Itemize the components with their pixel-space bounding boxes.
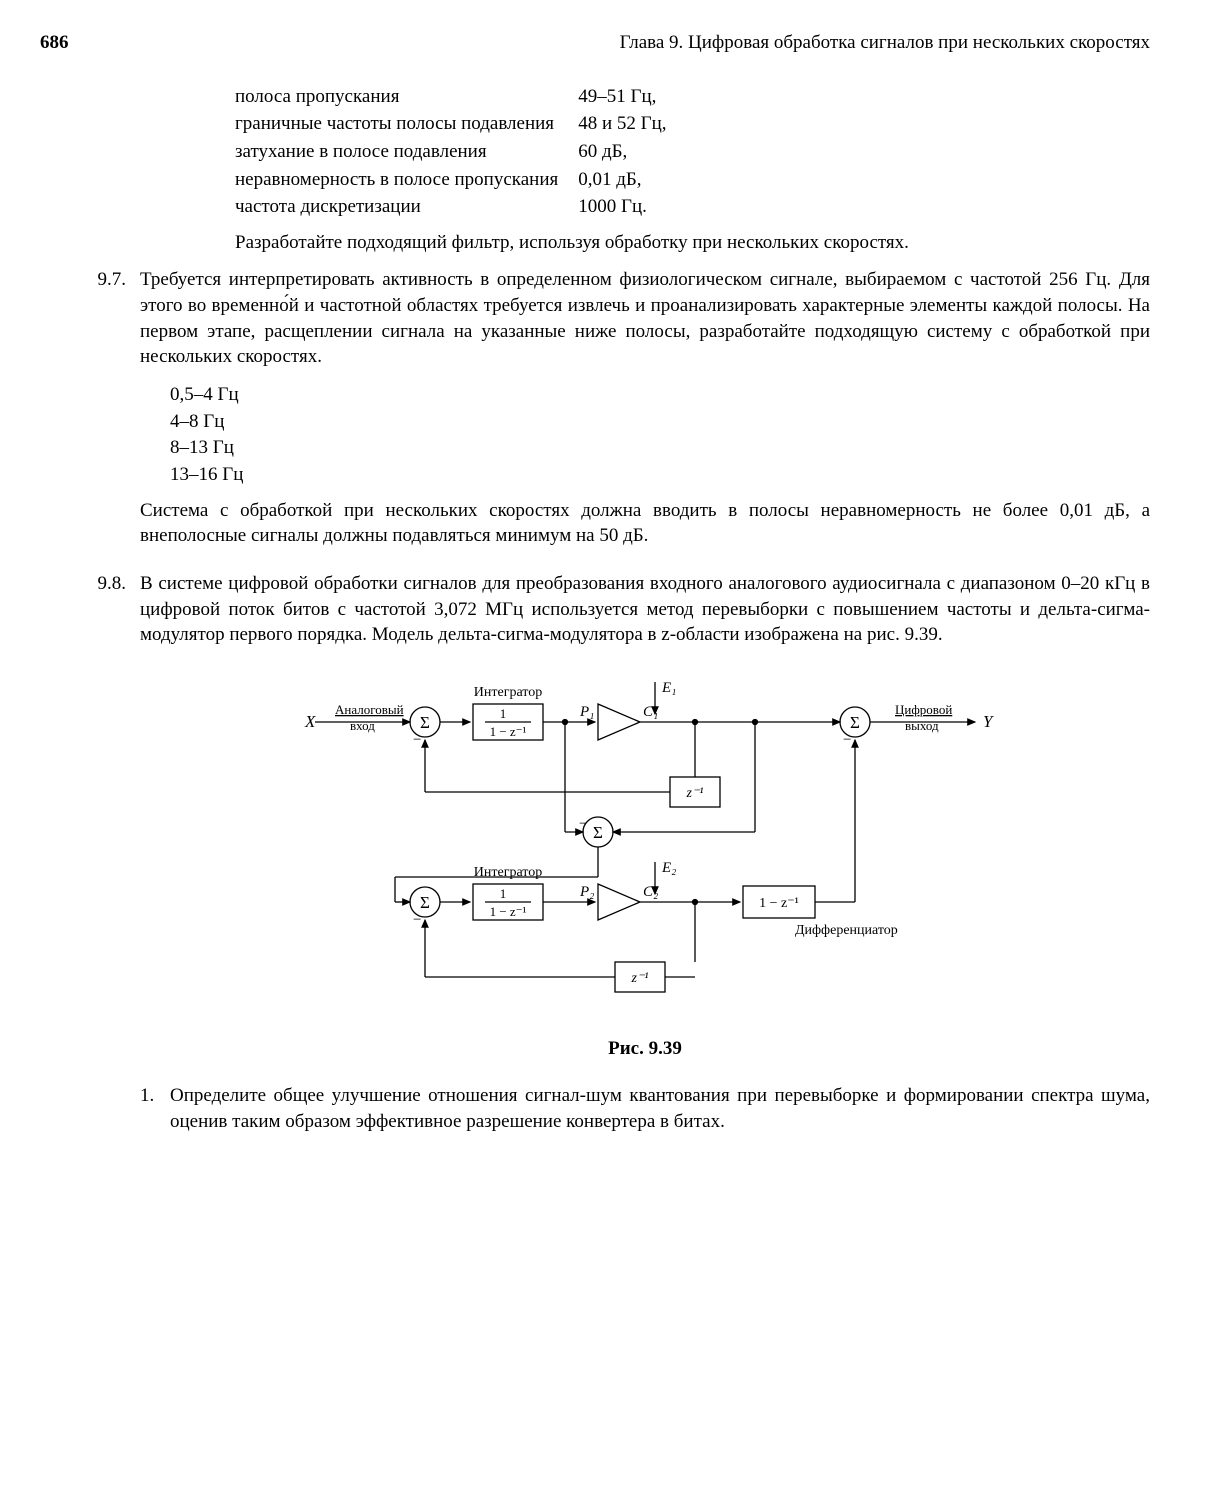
list-number: 1. (140, 1083, 170, 1134)
paragraph: В системе цифровой обработки сигналов дл… (140, 571, 1150, 648)
list-item: 4–8 Гц (170, 409, 1150, 435)
svg-text:P₁: P₁ (579, 704, 594, 720)
svg-text:z⁻¹: z⁻¹ (630, 971, 648, 986)
task-number: 9.8. (85, 571, 140, 597)
svg-text:вход: вход (350, 718, 375, 733)
spec-val: 49–51 Гц, (578, 84, 686, 112)
svg-text:P₂: P₂ (579, 884, 594, 900)
paragraph: Система с обработкой при нескольких скор… (140, 498, 1150, 549)
spec-val: 1000 Гц. (578, 194, 686, 222)
svg-text:E₁: E₁ (661, 680, 676, 696)
svg-text:1: 1 (500, 886, 507, 901)
svg-text:Интегратор: Интегратор (474, 685, 542, 700)
svg-text:1: 1 (500, 706, 507, 721)
svg-text:Σ: Σ (850, 713, 860, 732)
svg-text:Σ: Σ (420, 713, 430, 732)
task-9-7: 9.7. Требуется интерпретировать активнос… (140, 267, 1150, 560)
spec-table: полоса пропускания49–51 Гц, граничные ча… (235, 84, 687, 222)
diagram-svg: X Аналоговый вход Σ − 1 1 − z⁻¹ Интеграт… (295, 672, 995, 1032)
svg-text:Интегратор: Интегратор (474, 865, 542, 880)
figure-9-39: X Аналоговый вход Σ − 1 1 − z⁻¹ Интеграт… (295, 672, 995, 1062)
spec-val: 60 дБ, (578, 139, 686, 167)
task-number: 9.7. (85, 267, 140, 293)
numbered-list: 1. Определите общее улучшение отношения … (140, 1083, 1150, 1134)
spec-key: граничные частоты полосы подавления (235, 111, 578, 139)
frequency-list: 0,5–4 Гц 4–8 Гц 8–13 Гц 13–16 Гц (170, 382, 1150, 488)
list-text: Определите общее улучшение отношения сиг… (170, 1083, 1150, 1134)
svg-text:1 − z⁻¹: 1 − z⁻¹ (490, 904, 527, 919)
page-number: 686 (40, 30, 69, 56)
paragraph: Разработайте подходящий фильтр, использу… (235, 230, 1150, 256)
spec-key: частота дискретизации (235, 194, 578, 222)
svg-text:E₂: E₂ (661, 860, 676, 876)
svg-text:Σ: Σ (593, 823, 603, 842)
spec-key: затухание в полосе подавления (235, 139, 578, 167)
spec-key: неравномерность в полосе пропускания (235, 167, 578, 195)
svg-text:−: − (579, 816, 587, 832)
list-item: 0,5–4 Гц (170, 382, 1150, 408)
svg-text:X: X (304, 712, 316, 731)
list-item: 8–13 Гц (170, 435, 1150, 461)
svg-text:Σ: Σ (420, 893, 430, 912)
svg-text:1 − z⁻¹: 1 − z⁻¹ (490, 724, 527, 739)
svg-text:C₁: C₁ (643, 704, 658, 720)
chapter-title: Глава 9. Цифровая обработка сигналов при… (620, 30, 1150, 56)
list-item: 13–16 Гц (170, 462, 1150, 488)
svg-text:Аналоговый: Аналоговый (335, 702, 404, 717)
svg-text:Дифференциатор: Дифференциатор (795, 923, 898, 938)
spec-key: полоса пропускания (235, 84, 578, 112)
svg-text:z⁻¹: z⁻¹ (685, 786, 703, 801)
svg-text:Y: Y (983, 712, 994, 731)
svg-text:1 − z⁻¹: 1 − z⁻¹ (759, 896, 799, 911)
figure-caption: Рис. 9.39 (295, 1036, 995, 1062)
svg-text:Цифровой: Цифровой (895, 702, 952, 717)
spec-val: 0,01 дБ, (578, 167, 686, 195)
spec-val: 48 и 52 Гц, (578, 111, 686, 139)
svg-text:выход: выход (905, 718, 939, 733)
svg-text:−: − (413, 732, 421, 748)
paragraph: Требуется интерпретировать активность в … (140, 267, 1150, 370)
svg-text:C₂: C₂ (643, 884, 658, 900)
svg-text:−: − (413, 912, 421, 928)
task-9-8: 9.8. В системе цифровой обработки сигнал… (140, 571, 1150, 1135)
svg-text:−: − (843, 732, 851, 748)
